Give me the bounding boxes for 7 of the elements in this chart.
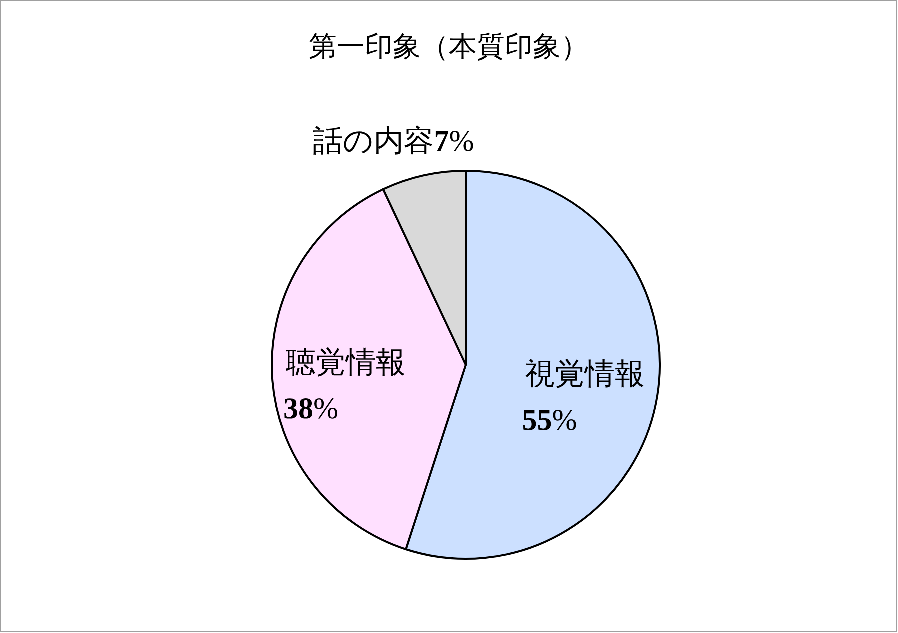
- data-label: 55%: [522, 404, 578, 437]
- slice-label: 話の内容: [313, 125, 434, 158]
- chart-title: 第一印象（本質印象）: [309, 32, 589, 63]
- slice-label: 視覚情報: [524, 358, 645, 391]
- slice-label: 聴覚情報: [286, 346, 406, 380]
- data-label: 7%: [434, 125, 474, 158]
- data-label: 38%: [283, 392, 338, 426]
